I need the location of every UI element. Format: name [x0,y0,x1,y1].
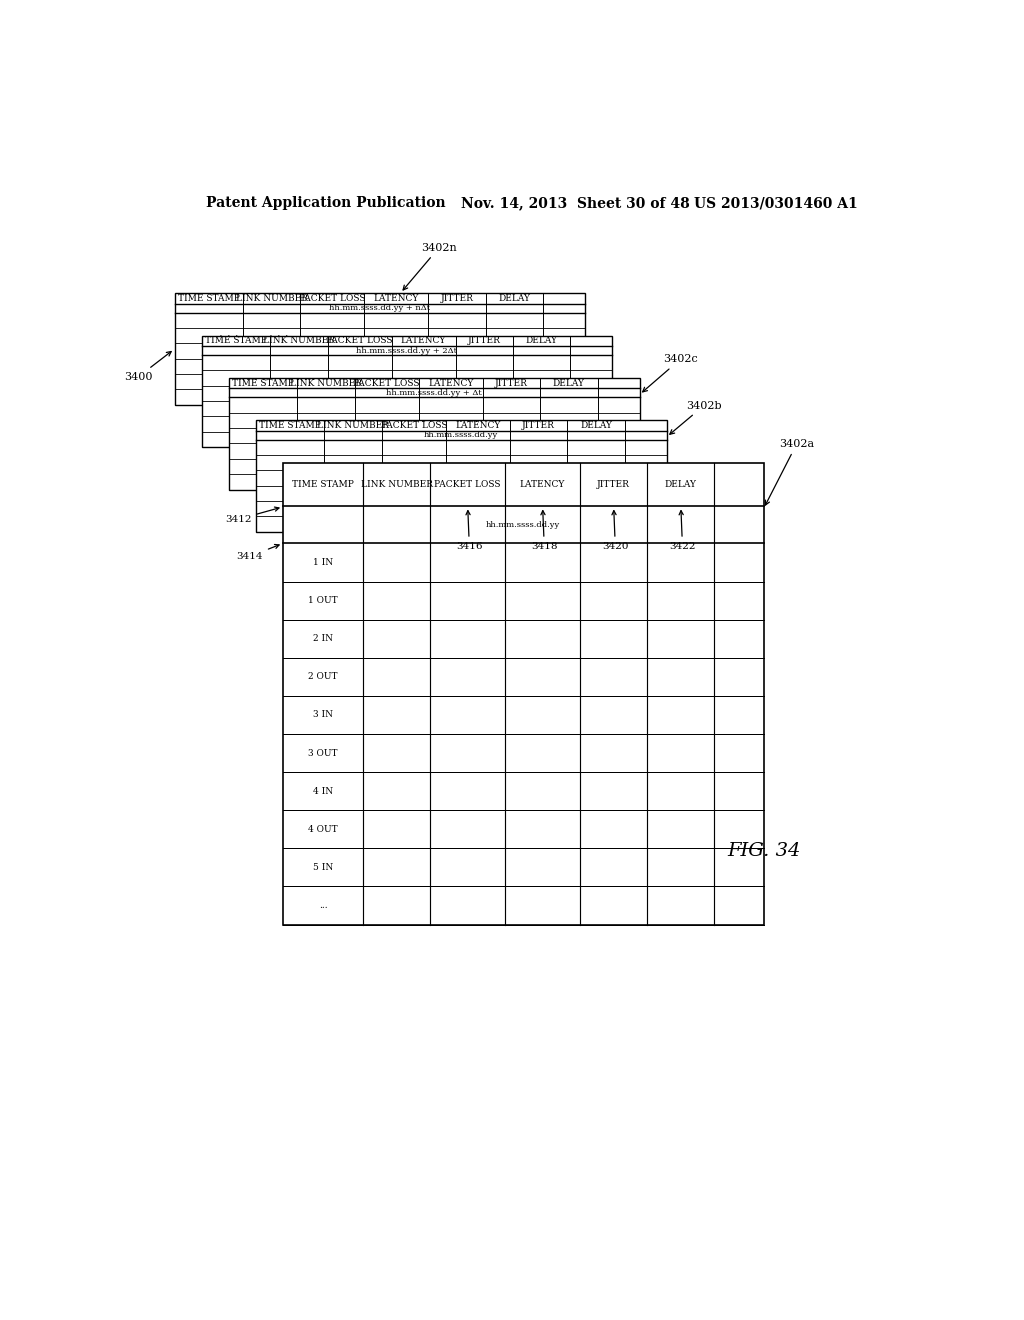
Text: 1 IN: 1 IN [313,558,333,568]
Text: PACKET LOSS: PACKET LOSS [381,421,447,430]
Text: LATENCY: LATENCY [455,421,501,430]
Text: 2 IN: 2 IN [313,634,333,643]
Text: . . .: . . . [296,370,316,383]
Text: . . .: . . . [440,454,460,467]
Text: . . .: . . . [269,327,289,341]
Text: DELAY: DELAY [525,337,558,346]
Text: PACKET LOSS: PACKET LOSS [299,294,366,304]
Text: TIME STAMP: TIME STAMP [259,421,322,430]
Text: 3412: 3412 [225,507,279,524]
Text: hh.mm.ssss.dd.yy + Δt: hh.mm.ssss.dd.yy + Δt [386,389,482,397]
Bar [256,420,667,532]
Text: 4 OUT: 4 OUT [308,825,338,834]
Text: 3422: 3422 [670,511,695,550]
Text: 3402c: 3402c [643,355,697,392]
Text: 3 OUT: 3 OUT [308,748,338,758]
Bar [174,293,586,405]
Text: Nov. 14, 2013  Sheet 30 of 48: Nov. 14, 2013 Sheet 30 of 48 [461,197,690,210]
Text: DELAY: DELAY [499,294,530,304]
Text: LATENCY: LATENCY [520,480,565,488]
Text: PACKET LOSS: PACKET LOSS [327,337,393,346]
Text: FIG. 34: FIG. 34 [727,842,800,861]
Text: TIME STAMP: TIME STAMP [205,337,267,346]
Text: . . .: . . . [246,370,265,383]
Text: LINK NUMBER: LINK NUMBER [236,294,307,304]
Text: DELAY: DELAY [553,379,585,388]
Text: JITTER: JITTER [468,337,501,346]
Text: LATENCY: LATENCY [374,294,419,304]
Text: LINK NUMBER: LINK NUMBER [360,480,433,488]
Text: ...: ... [318,902,328,909]
Text: . . .: . . . [486,454,506,467]
Text: LATENCY: LATENCY [428,379,473,388]
Text: LINK NUMBER: LINK NUMBER [290,379,361,388]
Text: . . .: . . . [413,412,432,425]
Text: hh.mm.ssss.dd.yy: hh.mm.ssss.dd.yy [486,521,560,529]
Text: 1 OUT: 1 OUT [308,597,338,605]
Text: 3 IN: 3 IN [313,710,333,719]
Text: 3400: 3400 [124,351,171,381]
Text: . . .: . . . [459,412,479,425]
Text: LATENCY: LATENCY [400,337,446,346]
Text: US 2013/0301460 A1: US 2013/0301460 A1 [693,197,857,210]
Text: DELAY: DELAY [665,480,697,488]
Text: JITTER: JITTER [495,379,527,388]
Text: LINK NUMBER: LINK NUMBER [317,421,389,430]
Text: 3420: 3420 [602,511,629,550]
Text: TIME STAMP: TIME STAMP [292,480,354,488]
Text: 3402n: 3402n [403,243,457,290]
Text: TIME STAMP: TIME STAMP [232,379,294,388]
Bar [202,335,612,447]
Text: 4 IN: 4 IN [313,787,333,796]
Text: DELAY: DELAY [580,421,612,430]
Text: 3402b: 3402b [670,401,722,434]
Text: hh.mm.ssss.dd.yy: hh.mm.ssss.dd.yy [424,432,499,440]
Text: 3416: 3416 [456,511,482,550]
Text: 3418: 3418 [531,511,557,550]
Text: 3402a: 3402a [765,440,814,506]
Text: JITTER: JITTER [440,294,474,304]
Text: PACKET LOSS: PACKET LOSS [353,379,420,388]
Text: . . .: . . . [219,327,239,341]
Text: 5 IN: 5 IN [313,863,333,873]
Text: 2 OUT: 2 OUT [308,672,338,681]
Text: 3414: 3414 [237,544,280,561]
Text: JITTER: JITTER [522,421,555,430]
Text: hh.mm.ssss.dd.yy + 2Δt: hh.mm.ssss.dd.yy + 2Δt [356,347,458,355]
Text: PACKET LOSS: PACKET LOSS [434,480,501,488]
Text: LINK NUMBER: LINK NUMBER [263,337,335,346]
Text: JITTER: JITTER [597,480,630,488]
Bar [283,462,764,924]
Text: TIME STAMP: TIME STAMP [178,294,240,304]
Text: hh.mm.ssss.dd.yy + nΔt: hh.mm.ssss.dd.yy + nΔt [330,304,430,313]
Text: Patent Application Publication: Patent Application Publication [206,197,445,210]
Bar [228,378,640,490]
